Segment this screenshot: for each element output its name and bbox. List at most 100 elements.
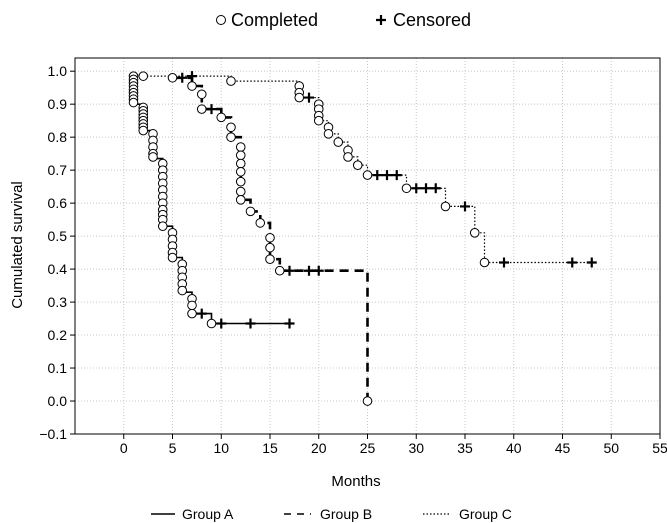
censored-marker-group-b [177, 72, 188, 83]
x-tick-label: 25 [360, 440, 376, 456]
completed-marker-group-b [235, 186, 246, 197]
censored-marker-group-c [430, 183, 441, 194]
completed-marker-group-a [167, 252, 178, 263]
completed-marker-group-c [440, 201, 451, 212]
censored-marker-group-a [216, 318, 227, 329]
completed-marker-group-b [235, 142, 246, 152]
y-tick-label: 0.6 [48, 195, 68, 211]
grid-lines [75, 58, 661, 435]
series-line-group-a [132, 77, 290, 325]
completed-marker-group-c [469, 228, 480, 238]
censored-marker-group-c [391, 170, 402, 181]
completed-marker-group-a [157, 221, 168, 232]
completed-marker-group-b [187, 81, 197, 91]
data-markers [128, 71, 597, 406]
legend-label-group-b: Group B [320, 506, 372, 522]
completed-marker-group-a [187, 308, 197, 319]
censored-marker-group-b [304, 265, 314, 276]
completed-marker-group-b [235, 176, 246, 187]
completed-marker-group-b [265, 254, 275, 264]
completed-marker-group-c [352, 160, 363, 170]
censored-marker-group-a [196, 308, 207, 319]
completed-marker-group-b [235, 158, 246, 169]
censored-marker-group-c [411, 183, 422, 194]
legend-label-group-a: Group A [182, 506, 234, 522]
completed-marker-group-c [294, 92, 305, 103]
completed-marker-group-c [323, 129, 334, 139]
completed-marker-group-b [274, 265, 285, 276]
completed-legend-label: Completed [231, 10, 318, 30]
censored-marker-group-a [245, 318, 256, 329]
completed-marker-group-c [362, 170, 373, 180]
series-legend: Group A Group B Group C [151, 506, 512, 522]
censored-marker-group-c [567, 257, 578, 268]
x-tick-label: 45 [555, 440, 571, 456]
censored-marker-group-c [421, 183, 431, 194]
completed-marker-group-a [148, 152, 158, 162]
x-tick-label: 35 [457, 440, 473, 456]
completed-marker-group-b [167, 72, 178, 83]
axes [74, 57, 661, 435]
completed-marker-group-c [401, 183, 412, 194]
completed-marker-group-b [235, 195, 246, 205]
completed-marker-group-c [313, 115, 324, 126]
y-tick-label: 0.5 [48, 228, 68, 244]
legend-label-group-c: Group C [459, 506, 512, 522]
y-tick-label: 1.0 [48, 63, 68, 79]
x-tick-label: 55 [652, 440, 667, 456]
x-axis-ticks: 0 5 10 15 20 25 30 35 40 45 50 55 [120, 434, 667, 456]
completed-marker-group-b [255, 218, 266, 228]
censored-marker-group-b [284, 265, 295, 276]
x-axis-title: Months [331, 473, 380, 490]
completed-legend-symbol [216, 15, 226, 25]
y-axis-title: Cumulated survival [9, 181, 26, 309]
completed-marker-group-a [128, 97, 139, 108]
completed-marker-group-b [196, 104, 207, 114]
completed-marker-group-b [362, 396, 373, 406]
completed-marker-group-b [196, 89, 207, 100]
censored-legend-label: Censored [393, 10, 471, 30]
completed-marker-group-c [226, 76, 236, 86]
completed-marker-group-b [235, 166, 246, 177]
completed-marker-group-b [216, 112, 227, 123]
censored-marker-group-c [499, 257, 509, 268]
censored-marker-group-a [284, 318, 295, 329]
x-tick-label: 50 [603, 440, 619, 456]
x-tick-label: 15 [262, 440, 278, 456]
x-tick-label: 20 [311, 440, 327, 456]
completed-marker-group-b [226, 122, 236, 133]
completed-marker-group-b [245, 206, 256, 217]
x-tick-label: 0 [120, 440, 128, 456]
completed-marker-group-a [187, 300, 197, 311]
completed-marker-group-c [138, 71, 149, 81]
y-tick-label: 0.9 [48, 96, 68, 112]
y-tick-label: 0.4 [48, 261, 68, 277]
completed-marker-group-b [265, 232, 275, 243]
censored-marker-group-b [313, 265, 324, 276]
censored-marker-group-b [187, 71, 197, 82]
censored-marker-group-c [304, 92, 314, 103]
y-tick-label: 0.0 [48, 393, 68, 409]
x-tick-label: 10 [213, 440, 229, 456]
censored-legend-symbol [376, 15, 386, 25]
y-tick-label: 0.7 [48, 162, 68, 178]
completed-marker-group-a [138, 125, 149, 136]
x-tick-label: 30 [408, 440, 424, 456]
completed-marker-group-b [265, 242, 275, 253]
y-tick-label: 0.3 [48, 294, 68, 310]
y-tick-label: 0.8 [48, 129, 68, 145]
y-axis-ticks: −0.1 0.0 0.1 0.2 0.3 0.4 0.5 0.6 0.7 0.8 0.9 1.0 [39, 63, 75, 442]
x-tick-label: 40 [506, 440, 522, 456]
censored-marker-group-b [206, 104, 217, 115]
y-tick-label: −0.1 [39, 426, 67, 442]
completed-marker-group-c [343, 152, 353, 162]
completed-marker-group-b [226, 132, 236, 142]
marker-legend: Completed Censored [216, 10, 471, 30]
y-tick-label: 0.2 [48, 327, 68, 343]
censored-marker-group-c [372, 170, 383, 181]
completed-marker-group-c [333, 137, 344, 147]
completed-marker-group-b [235, 150, 246, 161]
completed-marker-group-a [177, 285, 188, 296]
series-lines [132, 75, 592, 401]
